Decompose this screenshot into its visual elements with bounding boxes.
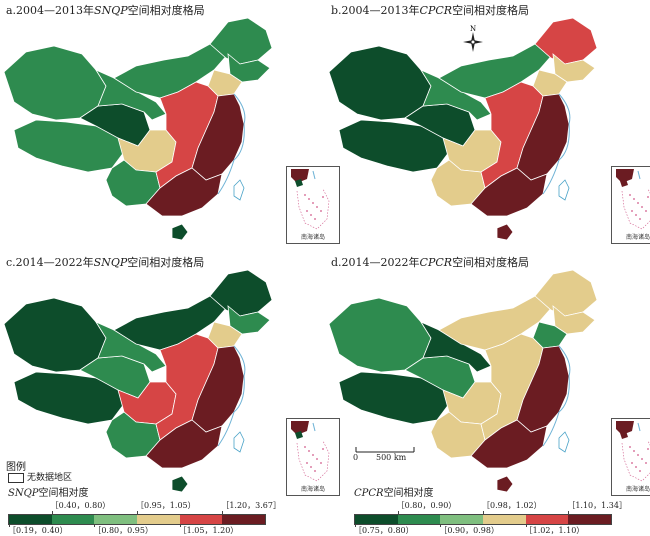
inset-label: 南海诸岛 bbox=[625, 234, 650, 241]
legend-class-label: ［0.80，0.90） bbox=[396, 501, 457, 510]
region-taiwan bbox=[233, 431, 245, 453]
legend-class-label: ［1.02，1.10） bbox=[524, 526, 585, 535]
region-hainan bbox=[496, 223, 514, 241]
legend-class-label: ［0.98，1.02） bbox=[482, 501, 542, 510]
region-south bbox=[145, 419, 223, 469]
region-taiwan bbox=[233, 179, 245, 201]
legend-swatch bbox=[179, 515, 223, 524]
panel-title: b.2004—2013年CPCR空间相对度格局 bbox=[331, 4, 530, 17]
legend-right-title: CPCR空间相对度 bbox=[354, 488, 434, 499]
panel-title: a.2004—2013年SNQP空间相对度格局 bbox=[6, 4, 205, 17]
legend-swatch bbox=[9, 515, 52, 524]
legend-swatch bbox=[222, 515, 265, 524]
legend-swatch bbox=[440, 515, 483, 524]
compass-icon: N bbox=[460, 24, 486, 60]
legend-class-label: ［0.75，0.80） bbox=[354, 526, 414, 535]
inset-label: 南海诸岛 bbox=[625, 486, 650, 493]
region-xinjiang bbox=[3, 45, 107, 121]
legend-class-label: ［1.20，3.67］ bbox=[221, 501, 281, 510]
south-china-sea-inset: 南海诸岛 bbox=[286, 418, 340, 496]
legend-swatch bbox=[482, 515, 526, 524]
legend-swatch bbox=[136, 515, 180, 524]
legend-right: CPCR空间相对度 ［0.75，0.80） ［0.80，0.90） ［0.90，0.… bbox=[352, 484, 650, 536]
region-hainan bbox=[171, 475, 189, 493]
legend-class-label: ［0.19，0.40） bbox=[8, 526, 68, 535]
region-taiwan bbox=[558, 179, 570, 201]
legend-class-label: ［0.95，1.05） bbox=[136, 501, 196, 510]
region-tibet bbox=[338, 119, 450, 173]
region-hainan bbox=[496, 475, 514, 493]
region-south bbox=[470, 419, 548, 469]
china-map bbox=[3, 269, 273, 493]
legend-swatch bbox=[568, 515, 611, 524]
scale-distance: 500 km bbox=[376, 453, 407, 462]
legend-class-label: ［0.40，0.80） bbox=[50, 501, 111, 510]
panel-a: a.2004—2013年SNQP空间相对度格局南海诸岛 bbox=[0, 0, 340, 268]
region-tibet bbox=[13, 371, 125, 425]
legend-swatch bbox=[525, 515, 569, 524]
no-data-swatch bbox=[8, 472, 24, 483]
legend-no-data: 无数据地区 bbox=[8, 470, 72, 483]
scale-bar: 0 500 km bbox=[352, 444, 422, 466]
legend-left-title: SNQP空间相对度 bbox=[8, 488, 89, 499]
china-map bbox=[328, 269, 598, 493]
panel-c: c.2014—2022年SNQP空间相对度格局南海诸岛 bbox=[0, 252, 340, 520]
south-china-sea-inset: 南海诸岛 bbox=[611, 418, 650, 496]
region-south bbox=[145, 167, 223, 217]
legend-heading: 图例 bbox=[6, 462, 26, 473]
legend-class-label: ［1.05，1.20） bbox=[178, 526, 239, 535]
legend-swatch bbox=[397, 515, 441, 524]
legend-class-label: ［0.90，0.98） bbox=[439, 526, 499, 535]
region-xinjiang bbox=[328, 297, 432, 373]
region-xinjiang bbox=[328, 45, 432, 121]
region-tibet bbox=[338, 371, 450, 425]
south-china-sea-inset: 南海诸岛 bbox=[286, 166, 340, 244]
legend-right-color-bar bbox=[354, 514, 612, 525]
panel-d: d.2014—2022年CPCR空间相对度格局南海诸岛 bbox=[325, 252, 650, 520]
region-tibet bbox=[13, 119, 125, 173]
legend-class-label: ［0.80，0.95） bbox=[93, 526, 153, 535]
china-map bbox=[328, 17, 598, 241]
south-china-sea-inset: 南海诸岛 bbox=[611, 166, 650, 244]
legend-left: 图例 无数据地区 SNQP空间相对度 ［0.19，0.40） ［0.40，0.80… bbox=[6, 458, 306, 536]
inset-label: 南海诸岛 bbox=[300, 486, 325, 493]
inset-label: 南海诸岛 bbox=[300, 234, 325, 241]
panel-b: b.2004—2013年CPCR空间相对度格局南海诸岛 bbox=[325, 0, 650, 268]
legend-swatch bbox=[94, 515, 137, 524]
panel-title: c.2014—2022年SNQP空间相对度格局 bbox=[6, 256, 205, 269]
region-hainan bbox=[171, 223, 189, 241]
legend-class-label: ［1.10，1.34］ bbox=[567, 501, 627, 510]
panel-title: d.2014—2022年CPCR空间相对度格局 bbox=[331, 256, 530, 269]
legend-swatch bbox=[51, 515, 95, 524]
china-map bbox=[3, 17, 273, 241]
region-taiwan bbox=[558, 431, 570, 453]
region-south bbox=[470, 167, 548, 217]
scale-zero: 0 bbox=[353, 453, 359, 462]
legend-swatch bbox=[355, 515, 398, 524]
compass-n-label: N bbox=[470, 25, 476, 33]
legend-left-color-bar bbox=[8, 514, 266, 525]
region-xinjiang bbox=[3, 297, 107, 373]
